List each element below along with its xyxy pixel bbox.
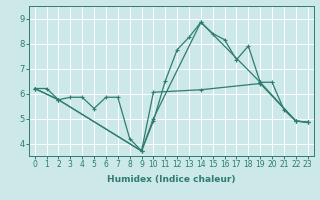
X-axis label: Humidex (Indice chaleur): Humidex (Indice chaleur) [107,175,236,184]
